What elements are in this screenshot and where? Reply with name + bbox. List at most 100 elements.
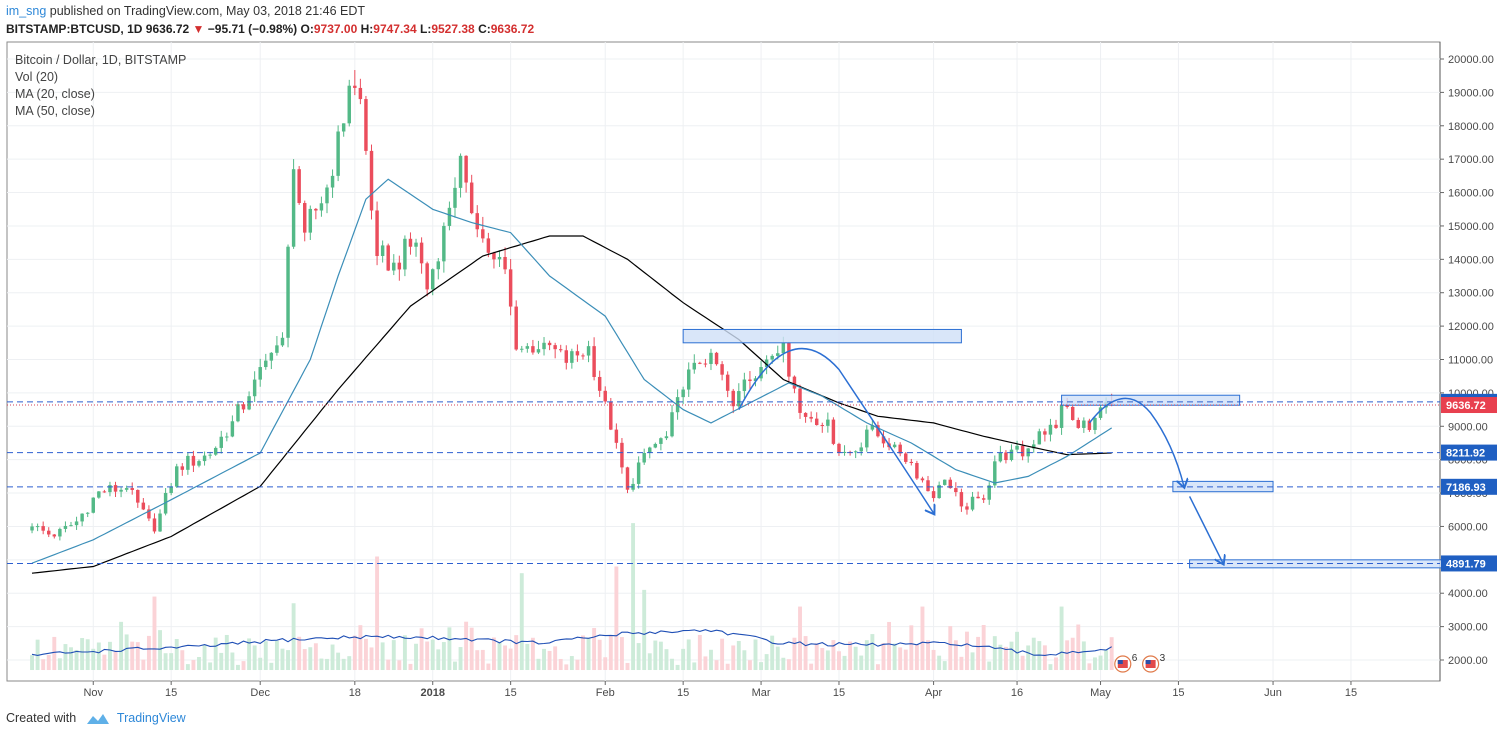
candle-body <box>303 203 307 233</box>
candle <box>976 491 980 499</box>
candle-body <box>353 85 357 88</box>
candle-body <box>904 453 908 462</box>
volume-bar <box>91 648 96 671</box>
low-label: L: <box>420 22 432 36</box>
candle <box>136 489 140 508</box>
price-tag-label: 4891.79 <box>1446 558 1486 570</box>
candle-body <box>592 346 596 377</box>
volume-bar <box>464 621 469 671</box>
volume-bar <box>536 658 541 671</box>
candle-body <box>475 213 479 230</box>
projection-arrow[interactable] <box>1188 496 1223 563</box>
volume-bar <box>920 606 925 671</box>
candle <box>486 232 491 258</box>
projection-arrow[interactable] <box>738 347 934 514</box>
volume-bar <box>720 638 725 671</box>
volume-bar <box>369 647 374 671</box>
candle <box>514 300 518 351</box>
x-tick-label: 15 <box>165 687 177 699</box>
candle <box>1037 428 1042 445</box>
volume-bar <box>286 650 290 671</box>
candle-body <box>180 466 185 470</box>
projection-arrow[interactable] <box>1088 397 1184 486</box>
candle <box>614 423 619 449</box>
price-tag-label: 8211.92 <box>1446 448 1485 460</box>
volume-bar <box>597 639 602 671</box>
event-badge[interactable]: 6 <box>1114 653 1138 673</box>
candle <box>364 95 368 155</box>
volume-bar <box>386 659 391 671</box>
x-tick-label: Apr <box>925 687 942 699</box>
volume-bar <box>313 643 318 671</box>
candle <box>737 383 741 410</box>
candle <box>69 521 73 527</box>
candle <box>787 341 791 383</box>
candle-body <box>369 150 374 211</box>
volume-bar <box>152 596 157 671</box>
volume-bar <box>542 648 546 671</box>
volume-bar <box>519 573 524 671</box>
candle-body <box>664 436 669 439</box>
volume-bar <box>375 556 380 671</box>
indicator-label[interactable]: Vol (20) <box>15 70 58 84</box>
candle <box>481 216 485 243</box>
volume-bar <box>247 638 252 671</box>
candle <box>230 415 235 438</box>
candle-body <box>625 467 630 490</box>
candle <box>453 177 457 218</box>
candle <box>325 184 329 214</box>
candle <box>670 405 674 438</box>
annotation-zone[interactable] <box>1061 394 1241 406</box>
candle-body <box>586 346 591 356</box>
volume-bar <box>425 641 430 671</box>
candle <box>186 452 190 475</box>
volume-bar <box>764 654 769 671</box>
y-tick-label: 14000.00 <box>1448 254 1494 266</box>
volume-bar <box>965 631 969 671</box>
event-badge[interactable]: 3 <box>1142 653 1166 673</box>
candle <box>742 372 747 399</box>
candle <box>80 513 84 527</box>
candle <box>575 344 580 362</box>
volume-bar <box>864 640 869 671</box>
candle-body <box>252 379 257 397</box>
volume-bar <box>603 657 608 671</box>
volume-bar <box>892 643 897 671</box>
price-tag <box>1441 397 1497 414</box>
candle <box>1048 418 1053 442</box>
candle-body <box>670 412 674 437</box>
y-tick-label: 17000.00 <box>1448 154 1494 166</box>
candle <box>124 485 129 492</box>
author-link[interactable]: im_sng <box>6 4 47 18</box>
candle-body <box>776 353 780 356</box>
candle-body <box>425 263 429 290</box>
candle <box>620 438 624 474</box>
volume-bar <box>725 663 730 671</box>
created-with-text: Created with <box>6 711 77 725</box>
candle-body <box>737 391 741 407</box>
candle <box>447 201 452 231</box>
volume-bar <box>709 649 713 671</box>
x-tick-label: 15 <box>677 687 689 699</box>
annotation-zone[interactable] <box>682 328 962 344</box>
price-tag <box>1441 478 1497 495</box>
indicator-label[interactable]: MA (20, close) <box>15 87 95 101</box>
candle <box>113 481 118 497</box>
volume-bar <box>441 642 446 671</box>
candle-body <box>319 203 324 211</box>
volume-bar <box>898 647 903 671</box>
y-tick-label: 11000.00 <box>1448 355 1493 367</box>
candle-body <box>1059 404 1064 428</box>
candle <box>102 489 107 493</box>
candle <box>369 144 374 220</box>
indicator-label[interactable]: MA (50, close) <box>15 104 95 118</box>
volume-bar <box>325 658 329 671</box>
volume-bar <box>781 657 786 671</box>
tradingview-link[interactable]: TradingView <box>116 711 186 725</box>
candle <box>970 491 975 512</box>
volume-bar <box>586 638 591 671</box>
candle <box>931 486 936 502</box>
volume-bar <box>614 566 619 671</box>
candle-body <box>553 345 557 350</box>
